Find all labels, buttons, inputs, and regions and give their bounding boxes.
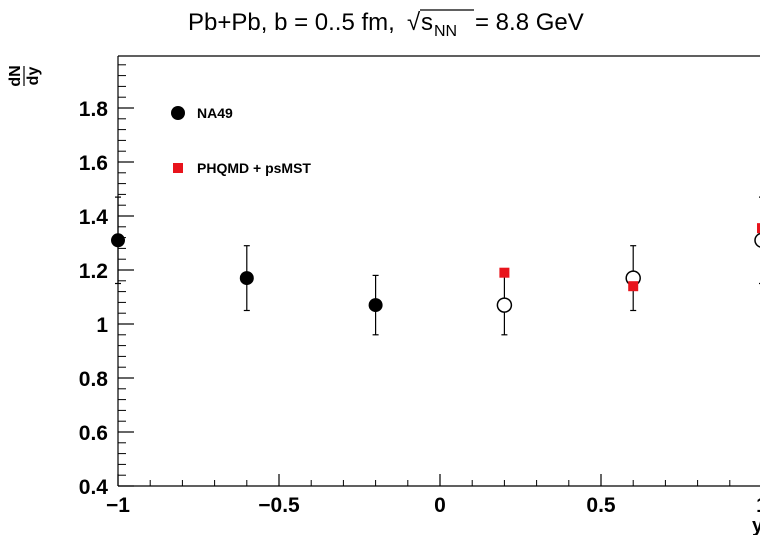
- x-tick-label: 1: [756, 494, 760, 517]
- chart-title: Pb+Pb, b = 0..5 fm, √ s NN = 8.8 GeV: [188, 9, 584, 40]
- title-s-letter: s: [421, 9, 433, 36]
- y-axis-title-denominator: dy: [25, 67, 42, 86]
- data-point-filled-circle: [239, 271, 254, 286]
- data-point-square: [757, 223, 760, 234]
- y-tick-label: 0.4: [79, 476, 109, 499]
- sqrt-symbol: √: [407, 9, 421, 36]
- data-point-open-circle: [496, 297, 513, 313]
- y-tick-label: 0.8: [79, 368, 109, 391]
- data-point-filled-circle: [368, 298, 383, 313]
- x-tick-label: −0.5: [258, 494, 300, 517]
- x-tick-label: 0: [434, 494, 446, 517]
- y-axis-title: dN dy: [7, 65, 42, 86]
- x-tick-label: 0.5: [586, 494, 616, 517]
- x-tick-label: −1: [106, 494, 130, 517]
- data-point-filled-circle: [111, 233, 125, 248]
- title-energy: = 8.8 GeV: [475, 9, 584, 36]
- data-point-open-circle: [754, 232, 760, 248]
- y-tick-label: 1.4: [79, 206, 109, 229]
- legend-label-phqmd: PHQMD + psMST: [197, 160, 311, 176]
- legend: NA49 PHQMD + psMST: [171, 105, 311, 176]
- data-point-square: [628, 281, 639, 292]
- data-point-square: [499, 267, 510, 278]
- chart-title-main: Pb+Pb, b = 0..5 fm,: [188, 9, 395, 36]
- tick-labels: −1.5−1−0.500.511.50.40.60.811.21.41.61.8: [79, 98, 760, 517]
- error-bars: [115, 196, 760, 336]
- y-tick-label: 1.2: [79, 260, 108, 283]
- data-markers: [111, 223, 760, 313]
- legend-label-na49: NA49: [197, 105, 233, 121]
- y-tick-label: 1.6: [79, 152, 108, 175]
- axis-ticks: [117, 64, 731, 487]
- legend-marker-na49: [171, 106, 185, 120]
- title-s-subscript: NN: [434, 23, 457, 40]
- x-axis-title: y: [752, 515, 760, 535]
- y-axis-title-numerator: dN: [7, 65, 24, 86]
- y-tick-label: 1: [96, 314, 108, 337]
- y-tick-label: 1.8: [79, 98, 109, 121]
- y-tick-label: 0.6: [79, 422, 108, 445]
- legend-marker-phqmd: [173, 163, 183, 173]
